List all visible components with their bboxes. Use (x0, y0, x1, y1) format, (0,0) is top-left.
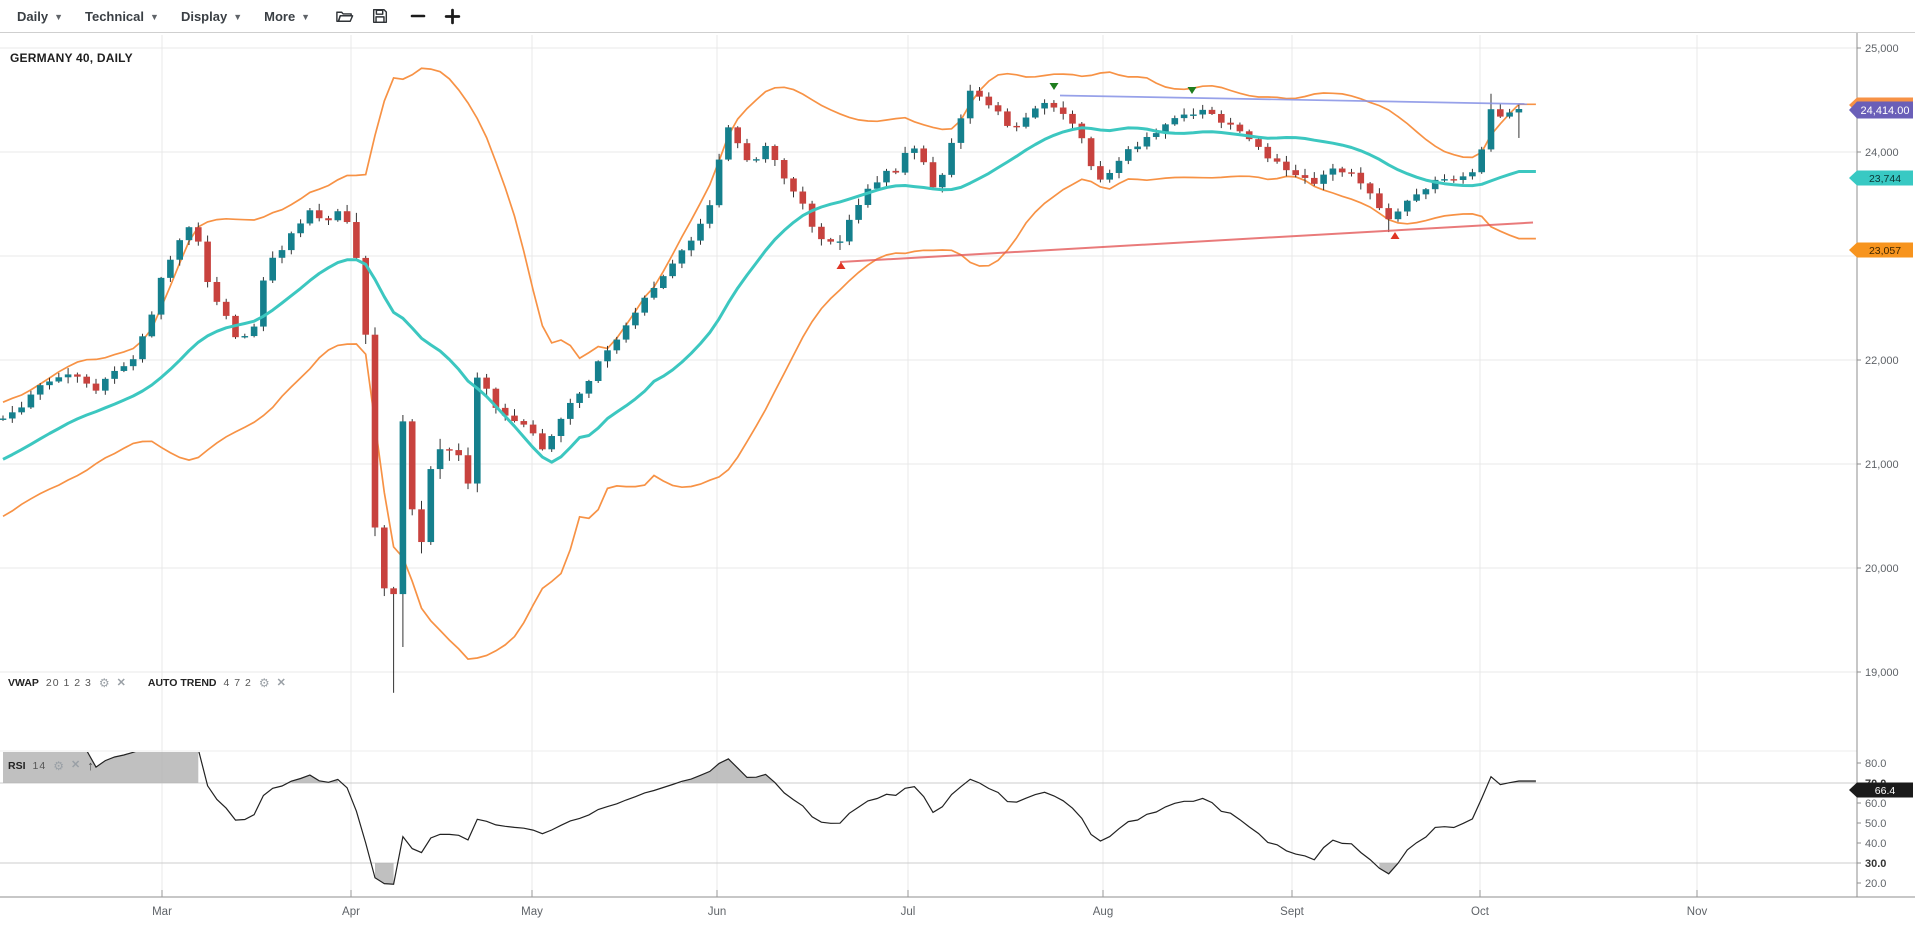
auto-trend-overlay (836, 83, 1534, 269)
price-axis: 25,000 24,000 22,000 21,000 20,000 19,000 (1857, 43, 1899, 679)
indicator-row-vwap-autotrend: VWAP 20 1 2 3 ⚙ ✕ AUTO TREND 4 7 2 ⚙ ✕ (8, 677, 286, 689)
menu-display-label: Display (180, 8, 228, 24)
time-axis: Mar Apr May Jun Jul Aug Sept Oct Nov (152, 890, 1707, 918)
svg-text:50.0: 50.0 (1865, 818, 1886, 830)
rsi-oversold-fill (1379, 863, 1398, 874)
svg-text:21,000: 21,000 (1865, 459, 1899, 471)
last-price-tag: 24,414.00 (1849, 101, 1913, 119)
toolbar: Daily ▼ Technical ▼ Display ▼ More ▼ (0, 0, 1915, 33)
rsi-indicator-params: 14 (32, 759, 47, 772)
close-icon[interactable]: ✕ (70, 759, 81, 771)
autotrend-indicator-params: 4 7 2 (223, 677, 252, 689)
signal-marker-up (1390, 232, 1400, 239)
svg-text:25,000: 25,000 (1865, 43, 1899, 55)
chart-title: GERMANY 40, DAILY (10, 51, 133, 65)
gear-icon[interactable]: ⚙ (98, 676, 110, 690)
signal-marker-up (836, 262, 846, 269)
svg-text:30.0: 30.0 (1865, 858, 1886, 870)
vwap-line (2, 126, 1536, 464)
menu-daily-label: Daily (17, 8, 49, 24)
svg-text:Mar: Mar (152, 906, 172, 918)
svg-text:Oct: Oct (1471, 906, 1490, 918)
price-pane (0, 67, 1536, 693)
vwap-indicator-label: VWAP (8, 677, 39, 689)
auto-trendline-support (839, 221, 1534, 263)
svg-text:22,000: 22,000 (1865, 355, 1899, 367)
svg-text:66.4: 66.4 (1875, 785, 1896, 797)
price-tags: 24,414.00 23,744 23,057 66.4 (1849, 97, 1913, 798)
svg-text:Jul: Jul (901, 906, 916, 918)
band-lower-tag: 23,057 (1849, 242, 1913, 258)
rsi-overbought-fill (681, 758, 775, 783)
axes (0, 33, 1915, 898)
svg-text:40.0: 40.0 (1865, 838, 1886, 850)
svg-text:Apr: Apr (342, 906, 360, 918)
candlestick-series (0, 84, 1523, 693)
chevron-down-icon: ▼ (301, 12, 311, 22)
svg-text:Sept: Sept (1280, 906, 1304, 918)
menu-more-label: More (264, 8, 296, 24)
svg-text:20,000: 20,000 (1865, 563, 1899, 575)
svg-text:19,000: 19,000 (1865, 667, 1899, 679)
svg-text:60.0: 60.0 (1865, 798, 1886, 810)
vwap-indicator-params: 20 1 2 3 (45, 677, 92, 689)
rsi-indicator-label: RSI (8, 759, 26, 772)
menu-more[interactable]: More ▼ (253, 0, 321, 32)
menu-display[interactable]: Display ▼ (170, 0, 253, 32)
svg-text:20.0: 20.0 (1865, 878, 1886, 890)
bollinger-lower-line (2, 175, 1536, 660)
rsi-oversold-fill (375, 863, 394, 885)
zoom-in-icon[interactable] (437, 2, 467, 30)
signal-marker-down (1187, 87, 1197, 94)
svg-text:Aug: Aug (1093, 906, 1113, 918)
chevron-down-icon: ▼ (150, 12, 159, 22)
rsi-overbought-fill (291, 775, 338, 783)
gridlines (0, 35, 1857, 897)
close-icon[interactable]: ✕ (276, 676, 286, 689)
autotrend-indicator-label: AUTO TREND (147, 677, 217, 689)
zoom-out-icon[interactable] (403, 2, 433, 30)
menu-technical[interactable]: Technical ▼ (74, 0, 170, 32)
rsi-pane (3, 752, 1536, 885)
gear-icon[interactable]: ⚙ (258, 676, 270, 690)
menu-daily[interactable]: Daily ▼ (6, 0, 74, 32)
move-pane-up-icon[interactable]: ↑ (87, 758, 94, 773)
auto-trendline-resistance (1059, 94, 1528, 105)
vwap-tag: 23,744 (1849, 170, 1913, 186)
svg-text:24,414.00: 24,414.00 (1861, 105, 1910, 117)
chevron-down-icon: ▼ (54, 12, 63, 22)
signal-marker-down (1049, 83, 1059, 90)
gear-icon[interactable]: ⚙ (53, 758, 64, 773)
rsi-line (86, 752, 1536, 885)
svg-text:May: May (521, 906, 543, 918)
rsi-overbought-fill (3, 752, 199, 783)
rsi-axis: 80.070.060.050.040.030.020.0 (1857, 758, 1886, 890)
menu-technical-label: Technical (85, 8, 145, 24)
rsi-tag: 66.4 (1849, 782, 1913, 798)
bollinger-upper-line (2, 67, 1536, 403)
svg-text:80.0: 80.0 (1865, 758, 1886, 770)
indicator-row-rsi: RSI 14 ⚙ ✕ ↑ (8, 759, 94, 772)
close-icon[interactable]: ✕ (116, 676, 126, 689)
svg-text:23,744: 23,744 (1869, 173, 1901, 185)
svg-text:23,057: 23,057 (1869, 245, 1901, 257)
open-folder-icon[interactable] (329, 2, 359, 30)
svg-text:24,000: 24,000 (1865, 147, 1899, 159)
chevron-down-icon: ▼ (233, 12, 243, 22)
save-icon[interactable] (365, 2, 395, 30)
svg-text:Jun: Jun (708, 906, 727, 918)
svg-text:Nov: Nov (1687, 906, 1708, 918)
